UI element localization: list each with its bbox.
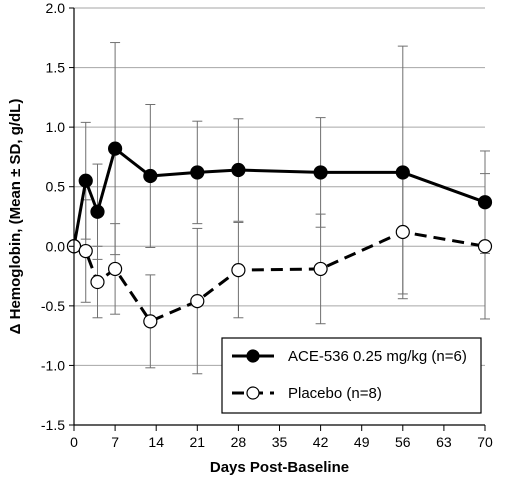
y-tick-label: -1.0 (41, 357, 65, 373)
data-point-ace536 (143, 168, 158, 184)
data-point-ace536 (395, 165, 410, 180)
data-point-ace536 (231, 162, 246, 178)
data-point-placebo (231, 263, 246, 278)
x-tick-label: 70 (477, 434, 493, 450)
legend-marker-ace536 (246, 349, 260, 363)
data-point-placebo (143, 314, 158, 329)
legend-label-placebo: Placebo (n=8) (288, 385, 382, 402)
data-point-ace536 (190, 165, 205, 180)
data-point-placebo (313, 261, 328, 277)
data-point-placebo (190, 293, 205, 309)
x-axis-title: Days Post-Baseline (210, 459, 349, 476)
data-point-placebo (395, 224, 410, 240)
y-tick-label: -1.5 (41, 417, 65, 433)
data-point-placebo (90, 274, 105, 290)
series-line-ace536 (72, 147, 486, 247)
data-point-ace536 (313, 165, 328, 180)
data-point-ace536 (78, 173, 93, 188)
points-layer (66, 141, 493, 329)
y-tick-label: 0.5 (46, 179, 66, 195)
legend: ACE-536 0.25 mg/kg (n=6) Placebo (n=8) (221, 337, 482, 414)
series-line-placebo (73, 230, 486, 323)
y-tick-label: 0.0 (46, 238, 66, 254)
x-tick-label: 0 (70, 434, 78, 450)
grid-layer (74, 7, 485, 366)
legend-label-ace536: ACE-536 0.25 mg/kg (n=6) (288, 348, 467, 365)
series-lines-layer (72, 147, 486, 323)
data-point-placebo (477, 239, 493, 254)
x-tick-label: 21 (190, 434, 206, 450)
y-tick-label: 1.5 (46, 60, 66, 76)
x-tick-label: 56 (395, 434, 411, 450)
data-point-placebo (78, 243, 93, 259)
x-tick-label: 49 (354, 434, 370, 450)
y-axis-title: Δ Hemoglobin, (Mean ± SD, g/dL) (7, 99, 24, 335)
x-tick-label: 63 (436, 434, 452, 450)
axes-layer: -1.5 -1.0 -0.5 0.0 0.5 1.0 1.5 2.0 0 7 14 21 28 35 42 4… (41, 0, 493, 450)
x-tick-label: 35 (272, 434, 288, 450)
data-point-ace536 (90, 204, 105, 219)
legend-box (221, 337, 482, 414)
y-tick-label: 1.0 (46, 119, 66, 135)
data-point-placebo (107, 261, 123, 277)
x-tick-label: 7 (111, 434, 119, 450)
data-point-ace536 (107, 141, 123, 156)
x-tick-label: 42 (313, 434, 329, 450)
y-tick-label: -0.5 (41, 298, 65, 314)
x-tick-label: 14 (148, 434, 164, 450)
error-bars-layer (80, 42, 490, 375)
data-point-ace536 (477, 195, 493, 210)
y-tick-label: 2.0 (46, 0, 66, 16)
legend-marker-placebo (246, 386, 260, 400)
x-tick-label: 28 (231, 434, 247, 450)
